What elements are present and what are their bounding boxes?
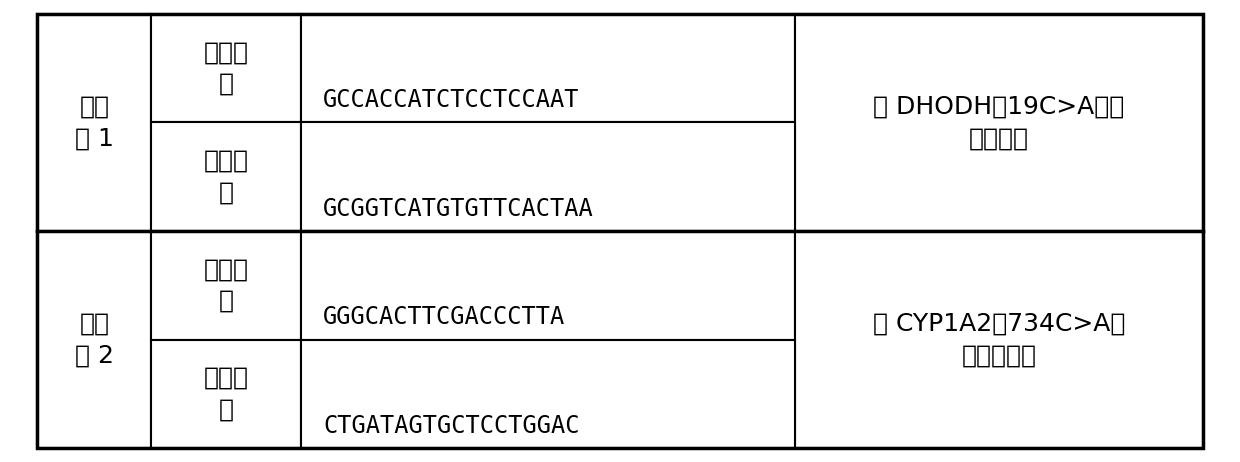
Text: 是 DHODH（19C>A）的
扩增引物: 是 DHODH（19C>A）的 扩增引物 [873, 95, 1125, 150]
Bar [300, 122, 795, 231]
Text: 是 CYP1A2（734C>A）
的扩增引物: 是 CYP1A2（734C>A） 的扩增引物 [873, 312, 1125, 367]
Text: 引物
对 1: 引物 对 1 [74, 95, 114, 150]
Bar [795, 14, 1203, 231]
Bar [151, 122, 300, 231]
Bar [151, 231, 300, 340]
Text: 引物
对 2: 引物 对 2 [74, 312, 114, 367]
Bar [151, 340, 300, 448]
Text: 反向引
物: 反向引 物 [203, 366, 248, 422]
Bar [300, 231, 795, 340]
Text: CTGATAGTGCTCCTGGAC: CTGATAGTGCTCCTGGAC [322, 414, 579, 438]
Bar [795, 231, 1203, 448]
Bar [37, 14, 151, 231]
Text: GCGGTCATGTGTTCACTAA: GCGGTCATGTGTTCACTAA [322, 197, 594, 221]
Text: GGGCACTTCGACCCTTA: GGGCACTTCGACCCTTA [322, 305, 565, 329]
Bar [300, 340, 795, 448]
Text: GCCACCATCTCCTCCAAT: GCCACCATCTCCTCCAAT [322, 88, 579, 112]
Text: 正向引
物: 正向引 物 [203, 257, 248, 313]
Bar [151, 14, 300, 122]
Text: 正向引
物: 正向引 物 [203, 40, 248, 96]
Text: 反向引
物: 反向引 物 [203, 149, 248, 205]
Bar [37, 231, 151, 448]
Bar [300, 14, 795, 122]
